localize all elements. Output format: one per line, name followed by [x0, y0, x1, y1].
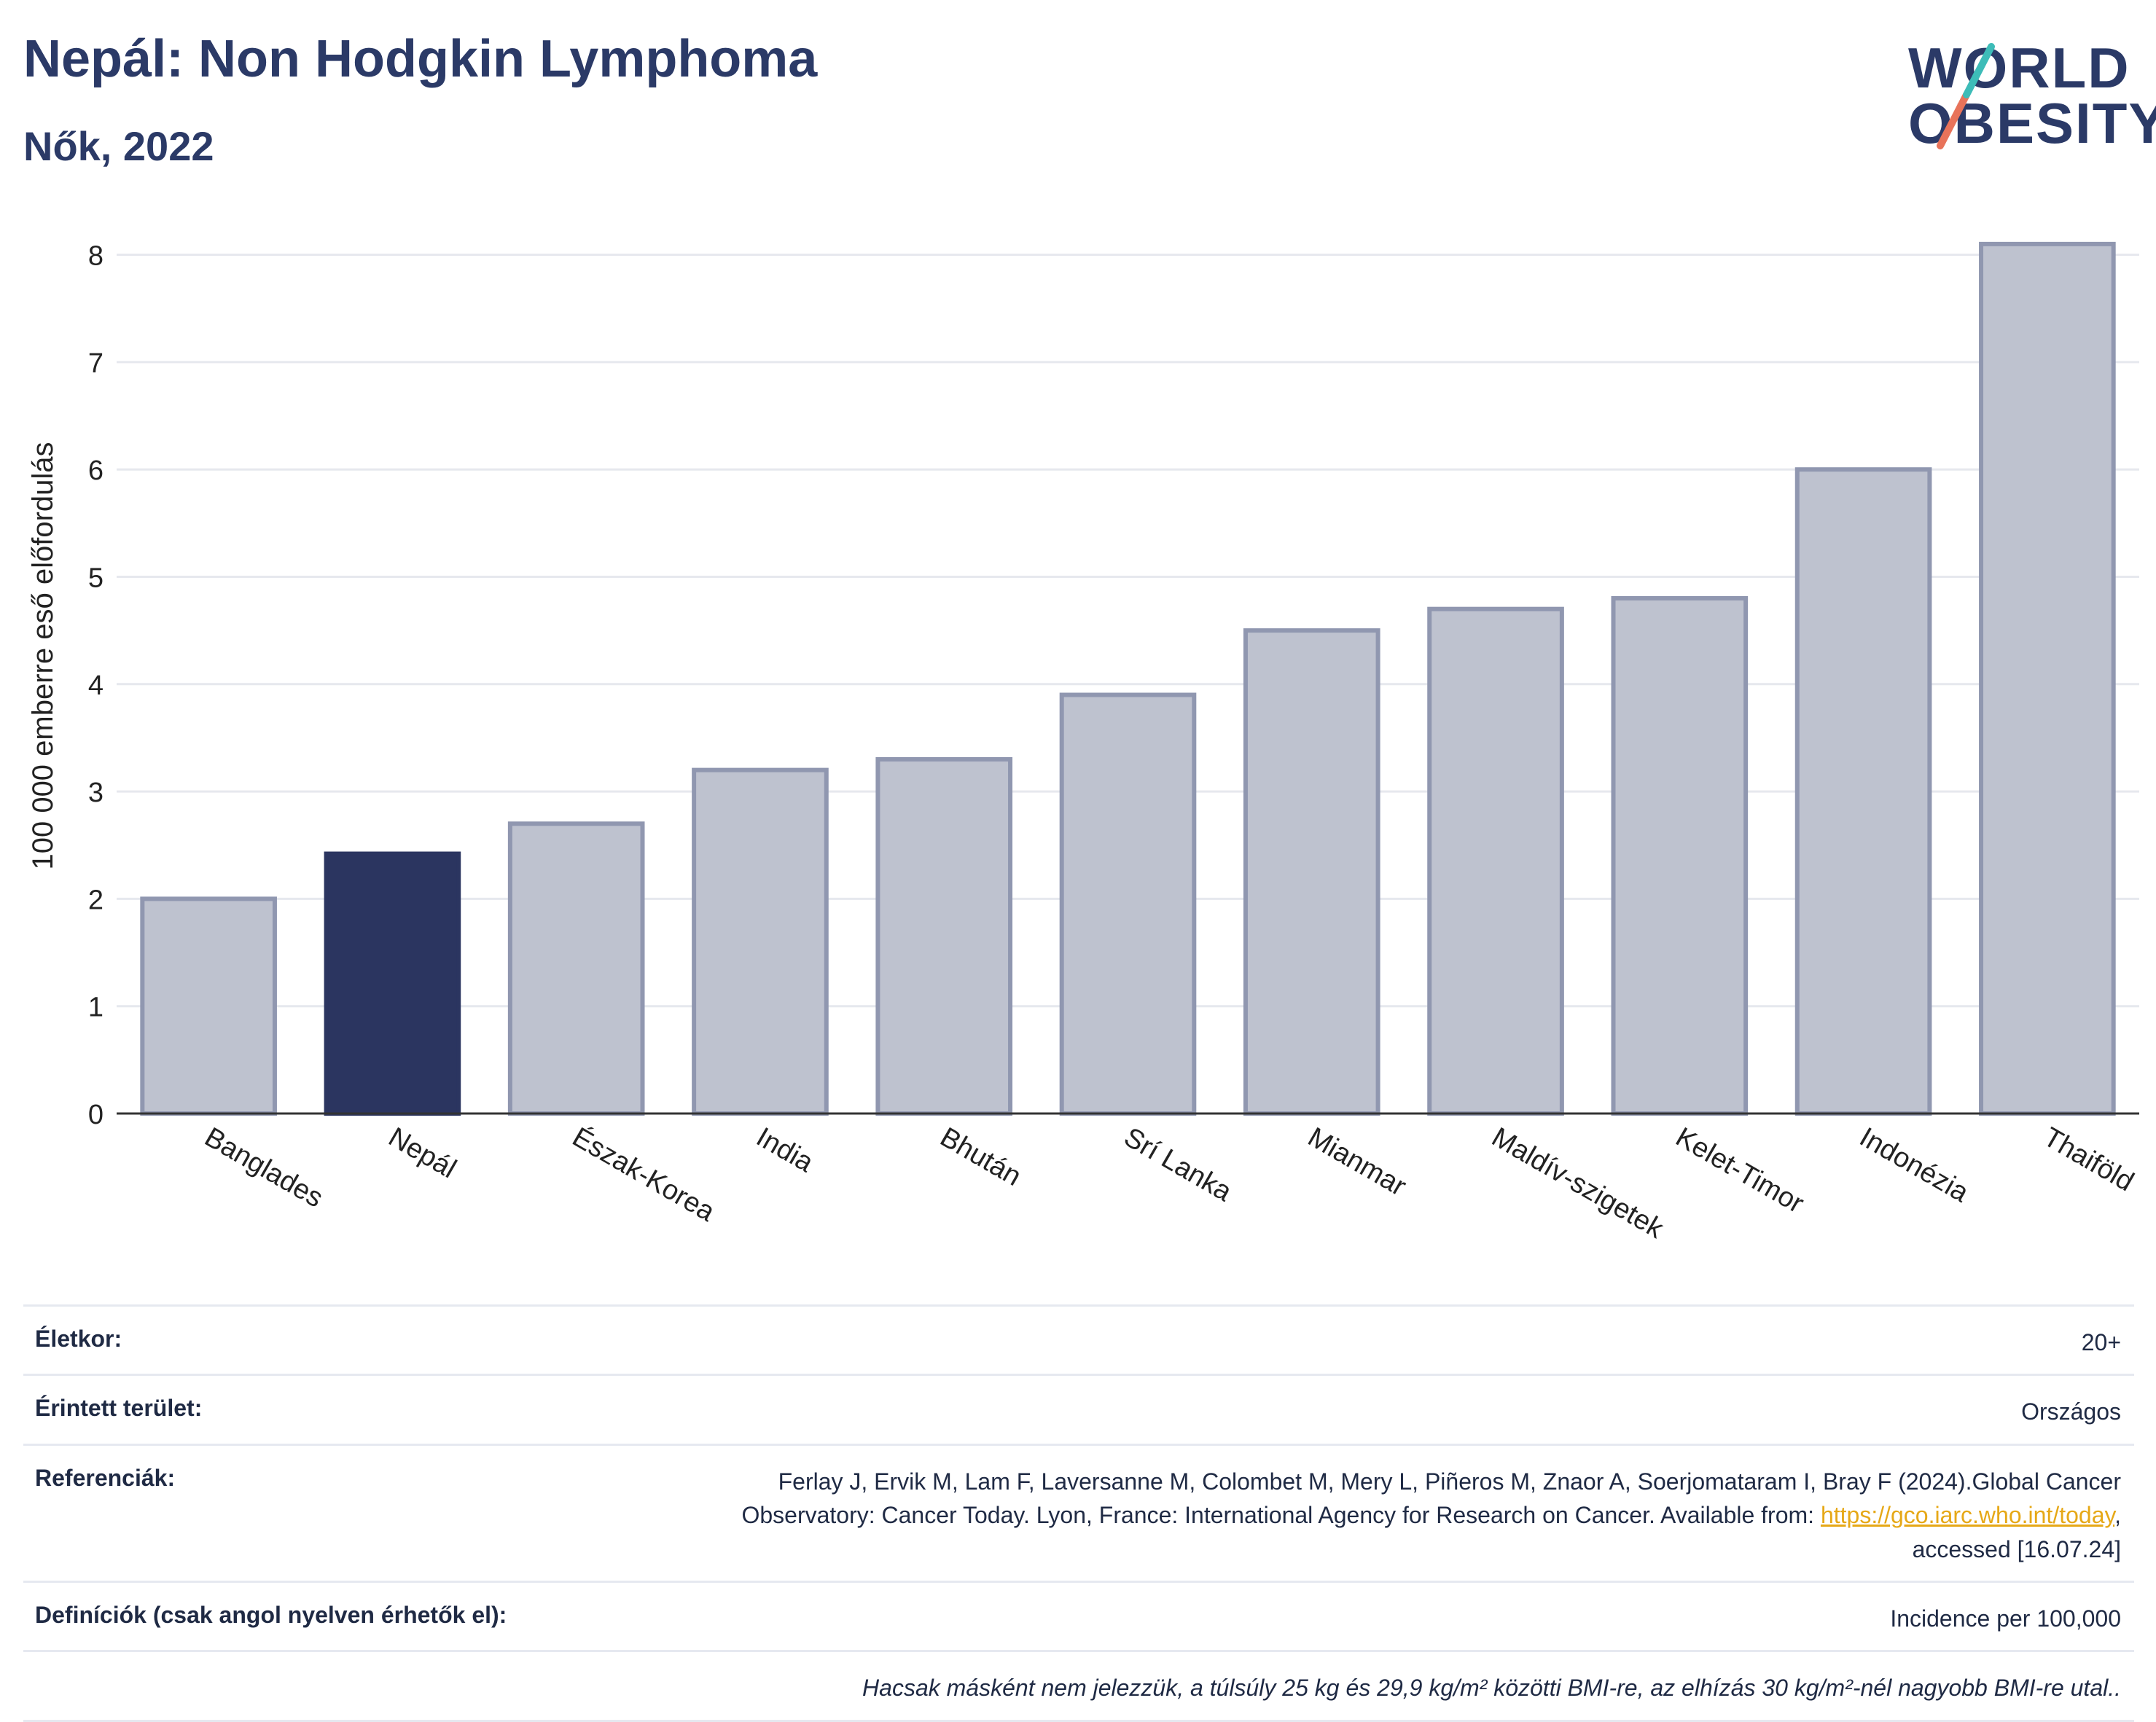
- info-value-note: Hacsak másként nem jelezzük, a túlsúly 2…: [862, 1675, 2121, 1702]
- page-subtitle: Nők, 2022: [23, 123, 214, 169]
- world-obesity-logo: WORLD OBESITY: [1895, 22, 2156, 160]
- x-tick-label: Bhután: [935, 1122, 1026, 1192]
- reference-line-2: Observatory: Cancer Today. Lyon, France:…: [741, 1498, 2121, 1532]
- info-value-age: 20+: [2081, 1329, 2121, 1355]
- bar: [140, 896, 277, 1116]
- bar: [875, 756, 1013, 1116]
- x-tick-label: Indonézia: [1854, 1122, 1974, 1208]
- x-tick-label: Nepál: [383, 1122, 461, 1184]
- bar: [1427, 606, 1564, 1116]
- reference-link[interactable]: https://gco.iarc.who.int/today: [1820, 1502, 2115, 1529]
- bar: [1611, 595, 1749, 1116]
- x-tick-label: Észak-Korea: [567, 1122, 721, 1228]
- info-label-references: Referenciák:: [35, 1464, 176, 1491]
- bar-chart: 0 1 2 3 4 5 6 7 8 Banglades Nepál Észak-Korea India B…: [27, 241, 2139, 1245]
- info-value-area: Országos: [2021, 1398, 2121, 1425]
- page-title: Nepál: Non Hodgkin Lymphoma: [23, 30, 818, 88]
- y-tick-label: 3: [88, 778, 103, 808]
- logo-slash-icon: [1937, 43, 1995, 149]
- y-tick-label: 1: [88, 993, 103, 1023]
- info-row-definitions: Definíciók (csak angol nyelven érhetők e…: [23, 1580, 2134, 1650]
- info-label-definitions: Definíciók (csak angol nyelven érhetők e…: [35, 1601, 507, 1628]
- info-value-references: Ferlay J, Ervik M, Lam F, Laversanne M, …: [741, 1465, 2121, 1566]
- x-tick-label: Banglades: [200, 1122, 329, 1213]
- y-tick-label: 8: [88, 241, 103, 272]
- x-tick-label: India: [751, 1122, 819, 1178]
- info-row-references: Referenciák: Ferlay J, Ervik M, Lam F, L…: [23, 1443, 2134, 1581]
- x-tick-label: Maldív-szigetek: [1487, 1122, 1669, 1245]
- bar: [1979, 241, 2116, 1116]
- y-tick-label: 0: [88, 1100, 103, 1130]
- info-value-definitions: Incidence per 100,000: [1890, 1605, 2121, 1632]
- info-label-area: Érintett terület:: [35, 1395, 203, 1422]
- x-tick-label: Kelet-Timor: [1671, 1122, 1809, 1219]
- info-label-age: Életkor:: [35, 1326, 122, 1352]
- y-axis-label: 100 000 emberre eső előfordulás: [27, 442, 59, 869]
- info-row-area: Érintett terület: Országos: [23, 1374, 2134, 1443]
- info-table: Életkor: 20+ Érintett terület: Országos …: [23, 1304, 2134, 1722]
- y-tick-label: 2: [88, 885, 103, 915]
- bars: [140, 241, 2116, 1116]
- bar: [507, 821, 645, 1116]
- y-tick-label: 7: [88, 348, 103, 379]
- reference-line-2-end: ,: [2114, 1502, 2121, 1529]
- y-tick-label: 6: [88, 455, 103, 486]
- reference-line-2-text: Observatory: Cancer Today. Lyon, France:…: [741, 1502, 1821, 1529]
- x-tick-label: Srí Lanka: [1119, 1122, 1238, 1208]
- bar: [1059, 692, 1197, 1116]
- x-tick-label: Mianmar: [1302, 1122, 1411, 1202]
- y-tick-label: 5: [88, 563, 103, 594]
- reference-line-3: accessed [16.07.24]: [1912, 1535, 2121, 1562]
- bar: [692, 767, 829, 1116]
- y-tick-label: 4: [88, 670, 103, 701]
- logo-line-1: WORLD: [1908, 36, 2130, 100]
- info-row-age: Életkor: 20+: [23, 1304, 2134, 1374]
- bar: [1794, 467, 1932, 1116]
- reference-line-1: Ferlay J, Ervik M, Lam F, Laversanne M, …: [778, 1468, 2121, 1495]
- info-row-note: Hacsak másként nem jelezzük, a túlsúly 2…: [23, 1650, 2134, 1722]
- bar: [324, 851, 461, 1116]
- x-tick-label: Thaiföld: [2038, 1122, 2139, 1197]
- info-label-note: [35, 1671, 64, 1705]
- bar: [1243, 628, 1380, 1116]
